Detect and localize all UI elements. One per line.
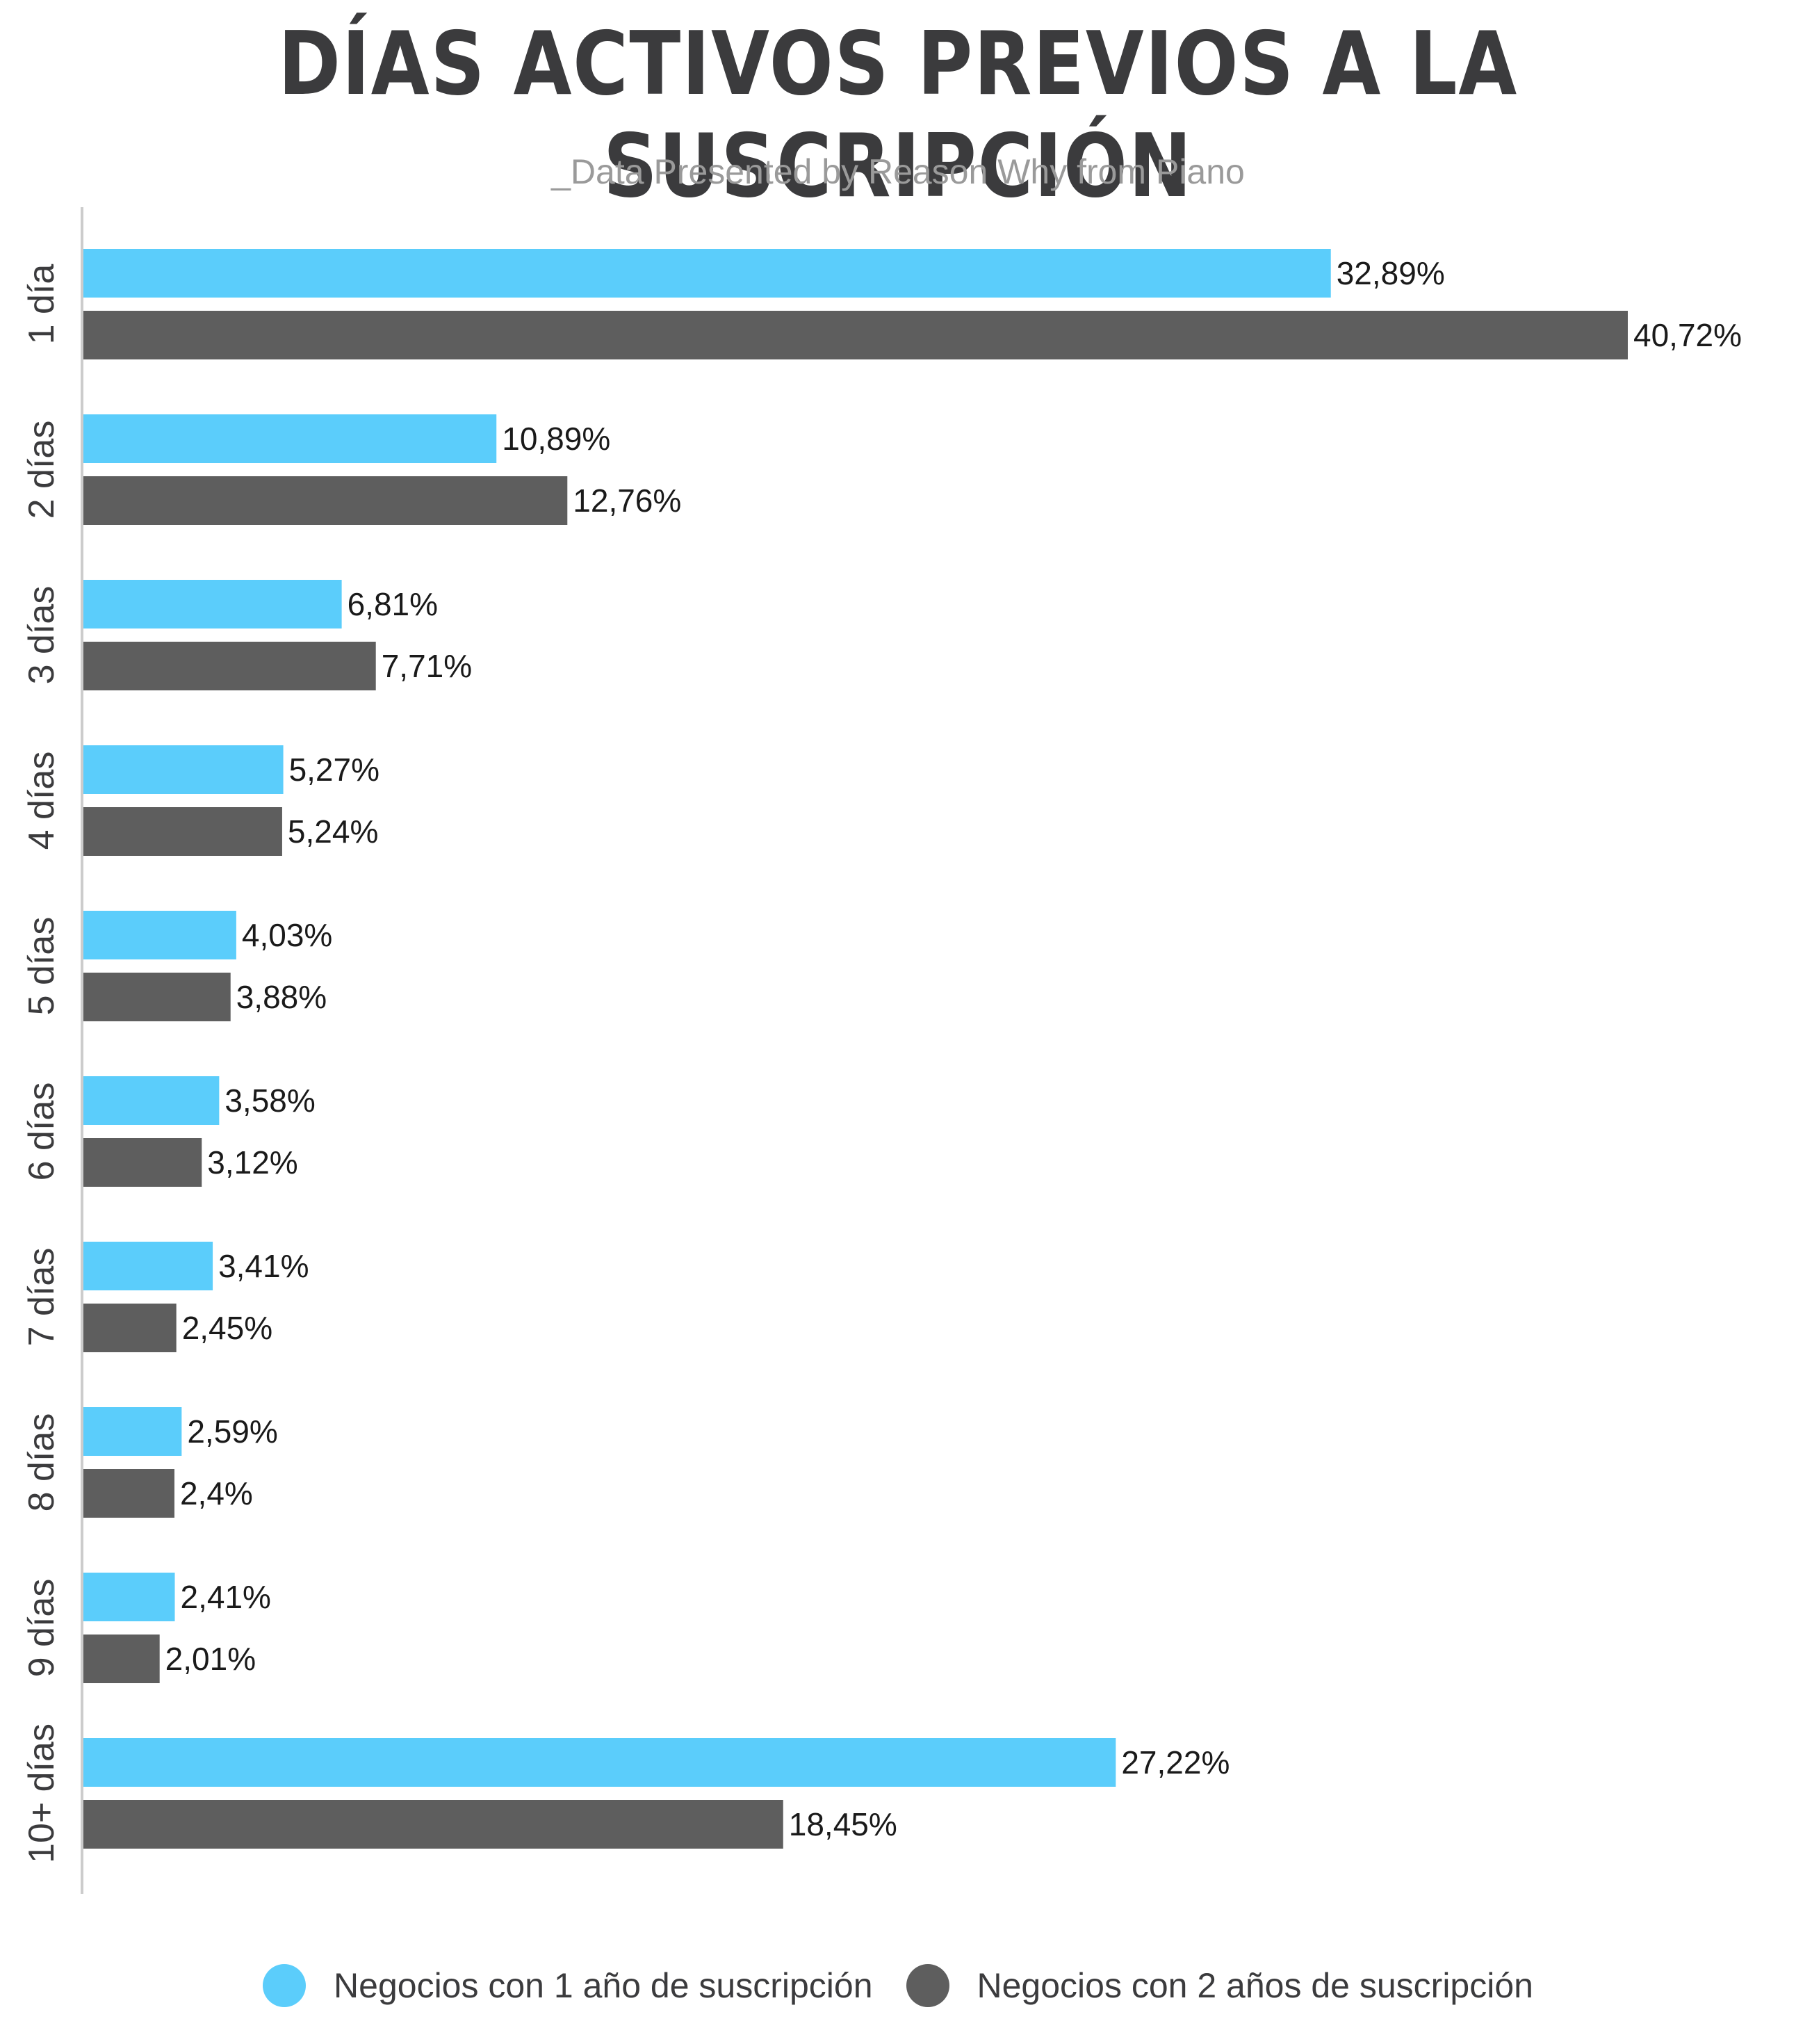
data-label: 10,89% <box>502 421 610 457</box>
bar-series1 <box>83 414 497 463</box>
bar-series1 <box>83 1242 213 1290</box>
chart-title: DÍAS ACTIVOS PREVIOS A LA SUSCRIPCIÓN <box>278 13 1518 217</box>
bar-series1 <box>83 1738 1116 1787</box>
data-label: 32,89% <box>1337 255 1445 291</box>
legend-label-series1: Negocios con 1 año de suscripción <box>334 1966 873 2005</box>
data-label: 2,4% <box>180 1475 253 1511</box>
data-label: 2,41% <box>181 1579 271 1615</box>
bar-series2 <box>83 476 568 525</box>
data-label: 2,45% <box>182 1310 272 1346</box>
bar-marks: 1 día 32,89% 40,72% 2 días 10,89% 12,76% 3 día… <box>22 249 1742 1863</box>
data-label: 3,88% <box>236 979 327 1015</box>
bar-series1 <box>83 1407 182 1456</box>
data-label: 27,22% <box>1121 1744 1230 1781</box>
category-label: 1 día <box>22 264 62 345</box>
data-label: 3,12% <box>207 1144 297 1181</box>
data-label: 5,24% <box>288 813 378 850</box>
bar-series2 <box>83 311 1628 359</box>
category-label: 3 días <box>22 586 62 685</box>
category-label: 4 días <box>22 752 62 850</box>
bar-series2 <box>83 642 376 690</box>
category-label: 10+ días <box>22 1723 62 1863</box>
bar-series1 <box>83 1076 220 1125</box>
legend-label-series2: Negocios con 2 años de suscripción <box>977 1966 1533 2005</box>
category-label: 6 días <box>22 1082 62 1181</box>
data-label: 4,03% <box>242 917 332 953</box>
legend-swatch-series2 <box>906 1964 949 2007</box>
bar-series2 <box>83 1469 174 1518</box>
category-label: 7 días <box>22 1248 62 1347</box>
data-label: 5,27% <box>289 752 379 788</box>
data-label: 6,81% <box>348 586 438 622</box>
data-label: 3,58% <box>224 1082 315 1119</box>
legend: Negocios con 1 año de suscripción Negoci… <box>0 1951 1796 2020</box>
data-label: 12,76% <box>573 482 681 519</box>
legend-item-series2: Negocios con 2 años de suscripción <box>906 1964 1533 2007</box>
bar-series1 <box>83 249 1331 298</box>
bar-series2 <box>83 1138 202 1187</box>
category-label: 9 días <box>22 1579 62 1678</box>
data-label: 18,45% <box>789 1806 897 1842</box>
bar-series1 <box>83 745 284 794</box>
category-label: 8 días <box>22 1413 62 1512</box>
category-label: 5 días <box>22 917 62 1016</box>
bar-series1 <box>83 580 342 628</box>
data-label: 3,41% <box>218 1248 309 1284</box>
bar-series2 <box>83 973 231 1021</box>
data-label: 40,72% <box>1633 317 1742 353</box>
bar-series2 <box>83 1635 160 1683</box>
data-label: 2,59% <box>187 1413 277 1450</box>
bar-series2 <box>83 807 282 856</box>
bar-series1 <box>83 1573 175 1621</box>
bar-series2 <box>83 1800 783 1849</box>
data-label: 7,71% <box>382 648 472 684</box>
legend-item-series1: Negocios con 1 año de suscripción <box>263 1964 873 2007</box>
bar-series2 <box>83 1304 177 1352</box>
bar-series1 <box>83 911 236 959</box>
category-label: 2 días <box>22 421 62 519</box>
data-label: 2,01% <box>165 1641 256 1677</box>
legend-swatch-series1 <box>263 1964 307 2007</box>
chart-subtitle: _Data Presented by Reason Why from Piano <box>551 152 1245 191</box>
